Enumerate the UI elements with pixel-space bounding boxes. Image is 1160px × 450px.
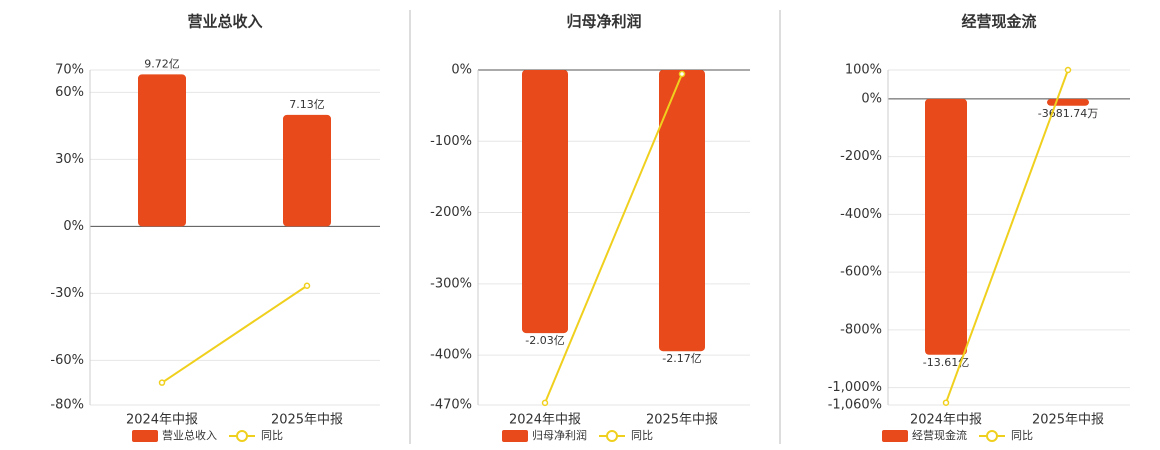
legend-marker — [986, 430, 998, 442]
line-point — [942, 399, 950, 406]
y-tick-label: 0% — [451, 63, 472, 78]
legend-label: 同比 — [261, 429, 283, 442]
line-point — [678, 70, 686, 78]
line-point — [303, 282, 311, 289]
line — [945, 69, 1069, 404]
y-tick-label: -1,000% — [828, 380, 882, 395]
legend-label: 经营现金流 — [912, 428, 967, 442]
y-tick-label: -60% — [50, 353, 84, 368]
bar — [925, 98, 967, 355]
legend-label: 同比 — [1011, 429, 1033, 442]
y-tick-label: 70% — [55, 63, 84, 78]
y-tick-label: 100% — [845, 63, 882, 78]
line-point — [1064, 66, 1072, 74]
x-tick-label: 2025年中报 — [1032, 413, 1104, 428]
line-point — [158, 379, 166, 386]
line-point — [541, 399, 549, 407]
legend-label: 营业总收入 — [162, 428, 217, 442]
bar — [522, 70, 568, 334]
y-tick-label: -400% — [430, 348, 472, 363]
chart-title: 营业总收入 — [187, 13, 262, 31]
x-tick-label: 2025年中报 — [271, 413, 343, 428]
x-tick-label: 2024年中报 — [126, 413, 198, 428]
legend-label: 归母净利润 — [532, 428, 587, 442]
line — [161, 284, 308, 384]
value-label: -2.17亿 — [662, 352, 701, 365]
legend-swatch — [132, 430, 158, 442]
value-label: -3681.74万 — [1038, 107, 1098, 120]
x-tick-label: 2024年中报 — [910, 413, 982, 428]
value-label: -2.03亿 — [525, 334, 564, 347]
y-tick-label: -100% — [430, 134, 472, 149]
legend-swatch — [502, 430, 528, 442]
line — [544, 73, 683, 404]
value-label: 9.72亿 — [144, 57, 180, 70]
y-tick-label: -470% — [430, 398, 472, 413]
chart-title: 归母净利润 — [566, 13, 641, 31]
bar — [138, 74, 186, 227]
y-tick-label: 0% — [861, 91, 882, 106]
legend-label: 同比 — [631, 429, 653, 442]
y-tick-label: -1,060% — [828, 398, 882, 413]
y-tick-label: -200% — [840, 149, 882, 164]
y-tick-label: 60% — [55, 85, 84, 100]
x-tick-label: 2025年中报 — [646, 413, 718, 428]
value-label: -13.61亿 — [923, 356, 969, 369]
y-tick-label: -800% — [840, 322, 882, 337]
bar — [659, 70, 705, 352]
y-tick-label: -600% — [840, 265, 882, 280]
bar — [1047, 98, 1089, 106]
y-tick-label: -400% — [840, 207, 882, 222]
legend-swatch — [882, 430, 908, 442]
value-label: 7.13亿 — [289, 98, 325, 111]
y-tick-label: 30% — [55, 152, 84, 167]
legend-marker — [236, 430, 248, 442]
y-tick-label: -30% — [50, 286, 84, 301]
chart-title: 经营现金流 — [961, 13, 1036, 31]
bar — [283, 114, 331, 227]
y-tick-label: -80% — [50, 398, 84, 413]
y-tick-label: 0% — [63, 219, 84, 234]
y-tick-label: -300% — [430, 276, 472, 291]
y-tick-label: -200% — [430, 205, 472, 220]
x-tick-label: 2024年中报 — [509, 413, 581, 428]
legend-marker — [606, 430, 618, 442]
